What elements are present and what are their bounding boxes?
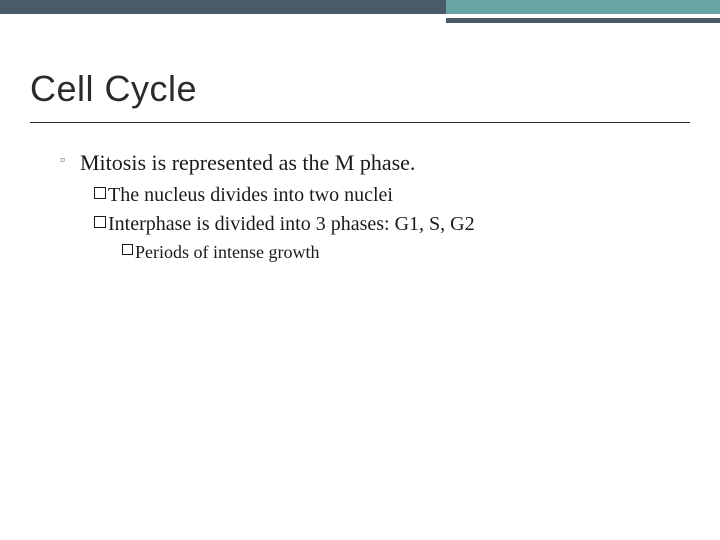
border-seg-blank [0,18,446,23]
bullet-glyph-hollow-small-square: ▫ [60,152,74,178]
bullet-text: The nucleus divides into two nuclei [108,182,393,209]
bullet-level-2: The nucleus divides into two nuclei [94,182,680,209]
bullet-glyph-hollow-square-icon [94,187,106,199]
title-underline [30,122,690,123]
bullet-glyph-hollow-square-icon [122,244,133,255]
slide-top-border [0,0,720,23]
bullet-text: Mitosis is represented as the M phase. [80,148,415,178]
border-seg-dark-thin [446,18,720,23]
bullet-level-2: Interphase is divided into 3 phases: G1,… [94,211,680,238]
border-seg-dark [0,0,446,14]
slide: Cell Cycle ▫ Mitosis is represented as t… [0,0,720,540]
bullet-glyph-hollow-square-icon [94,216,106,228]
slide-title: Cell Cycle [30,68,197,110]
border-row-1 [0,0,720,14]
bullet-text: Interphase is divided into 3 phases: G1,… [108,211,475,238]
bullet-level-1: ▫ Mitosis is represented as the M phase. [60,148,680,178]
border-seg-teal [446,0,720,14]
border-row-2 [0,18,720,23]
slide-content: ▫ Mitosis is represented as the M phase.… [60,148,680,264]
bullet-text: Periods of intense growth [135,240,319,264]
bullet-level-3: Periods of intense growth [122,240,680,264]
